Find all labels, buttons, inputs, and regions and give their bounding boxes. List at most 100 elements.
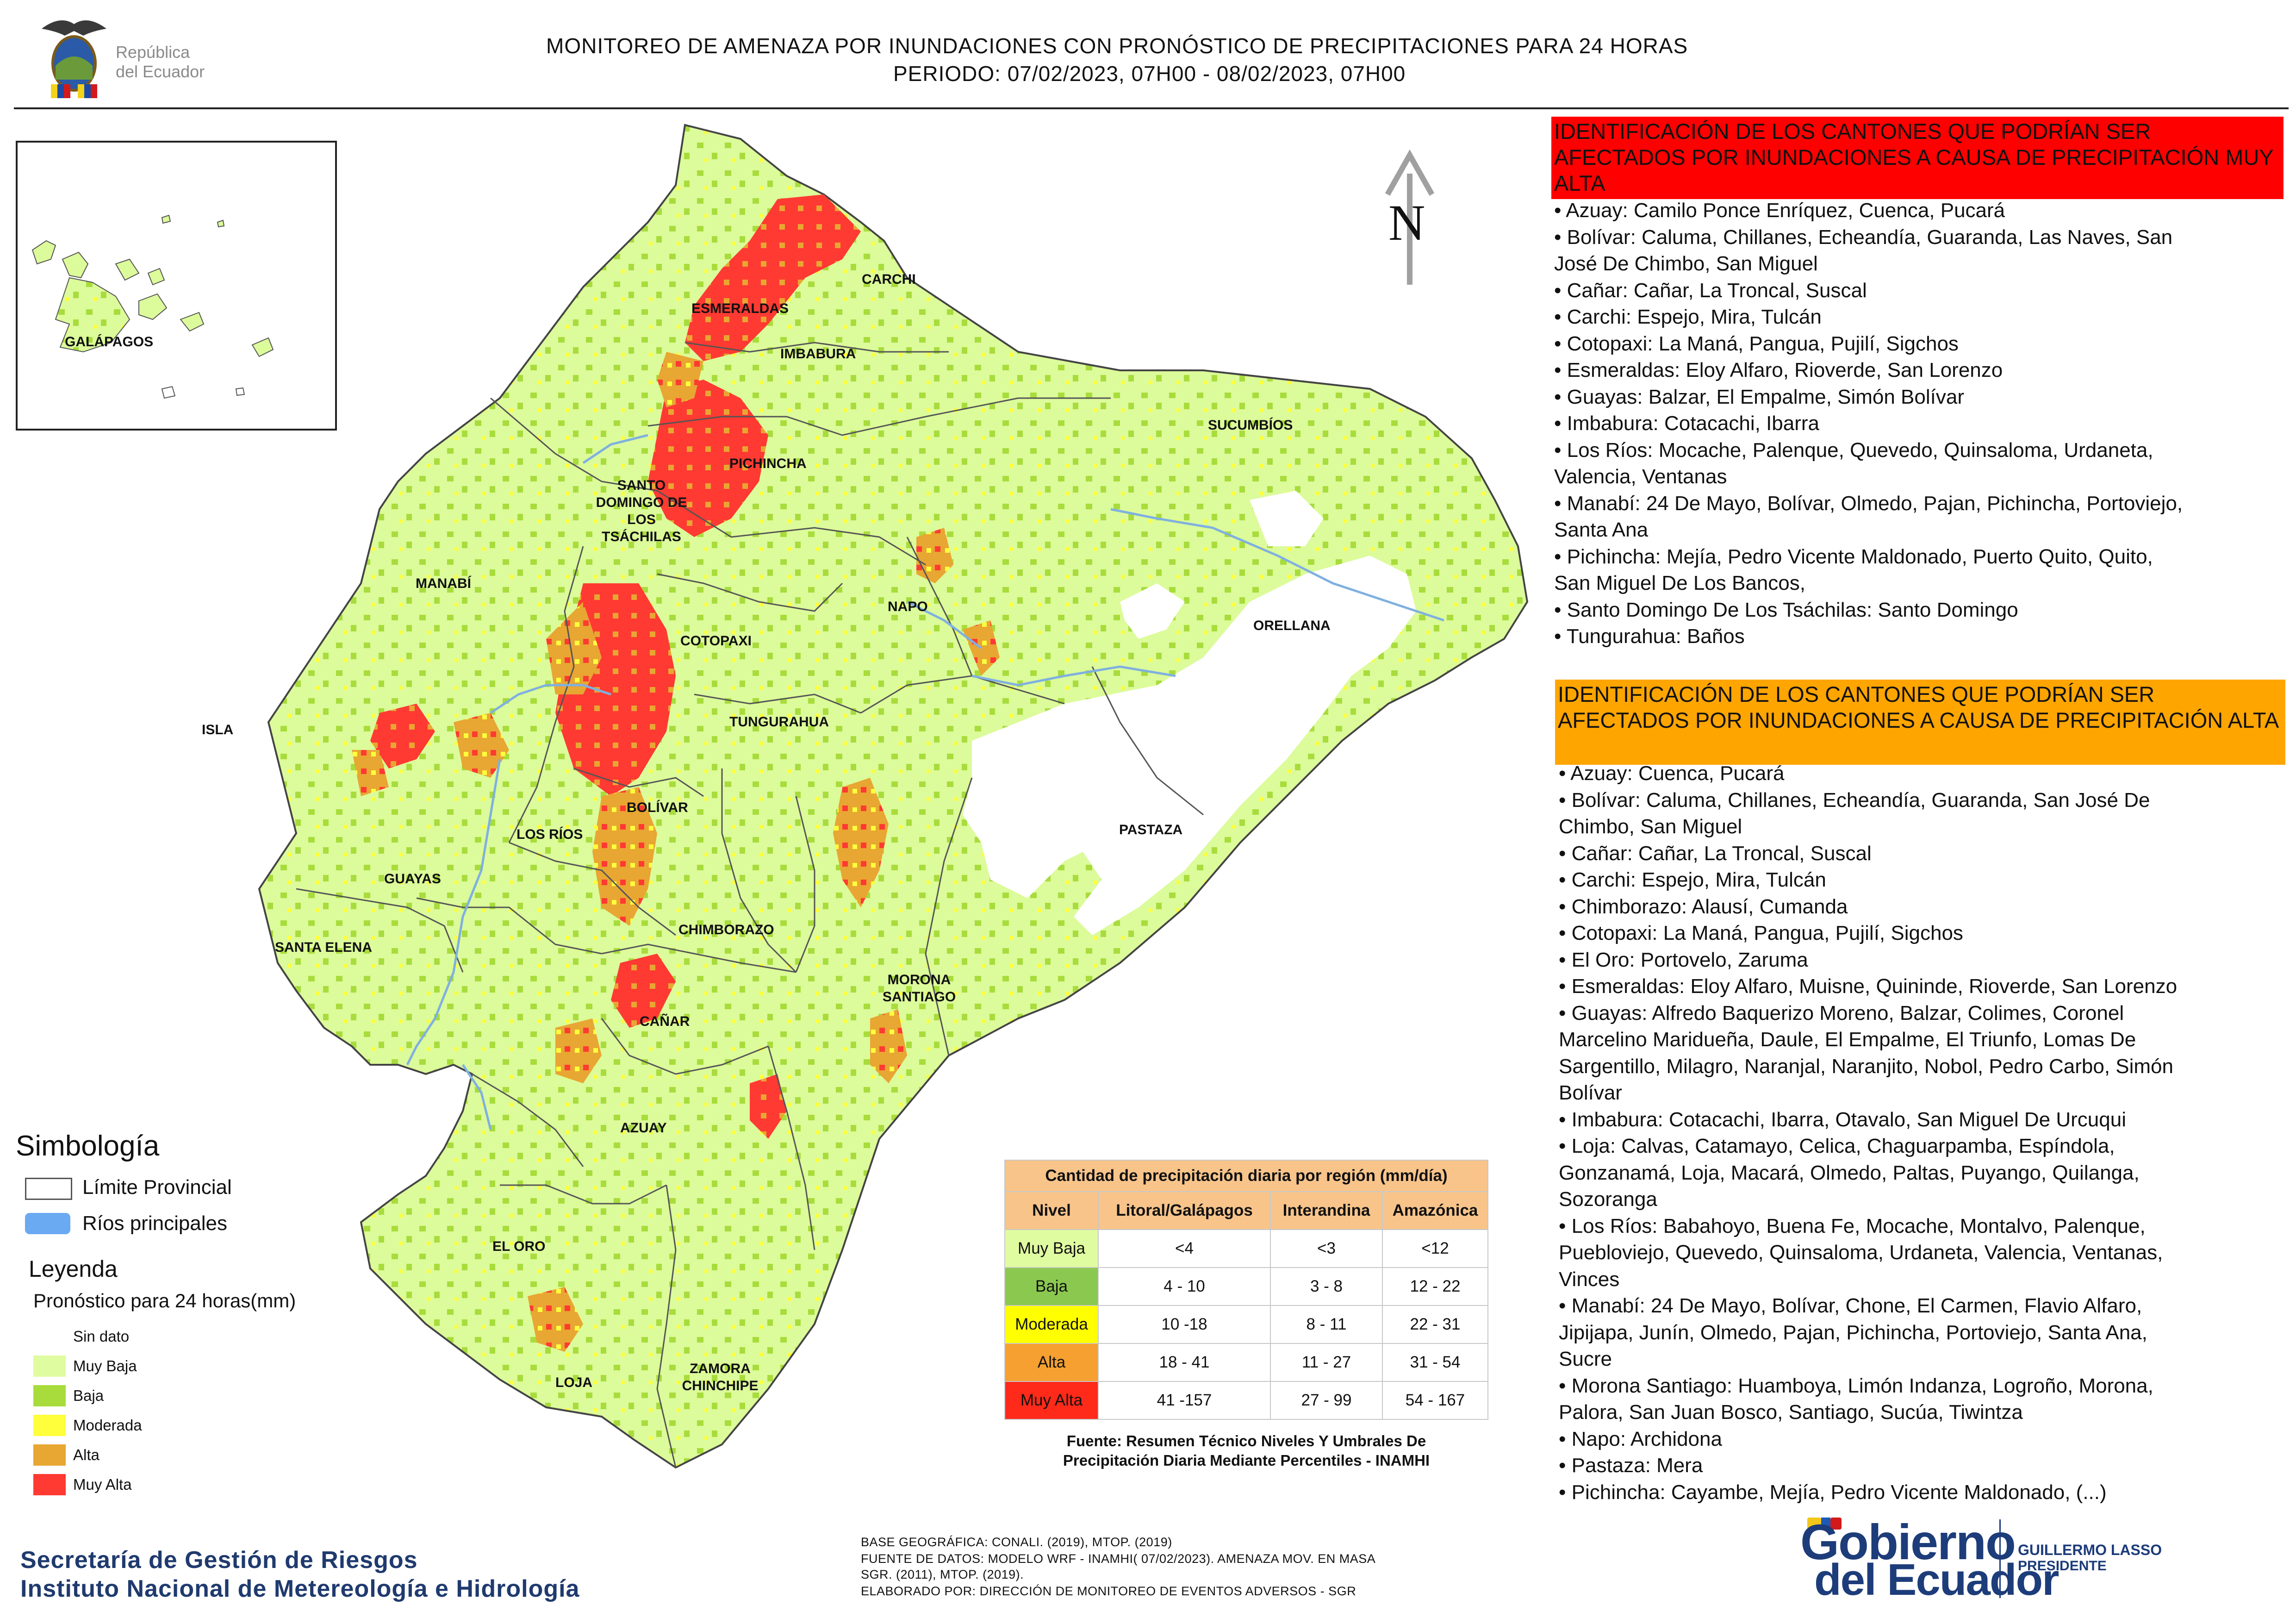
legend-swatch <box>33 1355 66 1377</box>
table-cell-litoral: 18 - 41 <box>1098 1343 1271 1382</box>
province-label-pastaza: PASTAZA <box>1119 822 1183 837</box>
canton-list-line: • Guayas: Balzar, El Empalme, Simón Bolí… <box>1554 385 1964 408</box>
table-row: Baja 4 - 10 3 - 8 12 - 22 <box>1004 1267 1488 1306</box>
table-cell-litoral: 41 -157 <box>1098 1381 1271 1420</box>
canton-list-line: • Pichincha: Mejía, Pedro Vicente Maldon… <box>1554 545 2153 568</box>
canton-list-line: Valencia, Ventanas <box>1554 465 1727 488</box>
table-cell-interandina: 8 - 11 <box>1270 1305 1383 1344</box>
canton-list-line: • Pichincha: Cayambe, Mejía, Pedro Vicen… <box>1559 1480 2107 1504</box>
canton-list-line: • Los Ríos: Babahoyo, Buena Fe, Mocache,… <box>1559 1214 2146 1237</box>
table-cell-level: Baja <box>1004 1267 1099 1306</box>
canton-list-line: • Morona Santiago: Huamboya, Limón Indan… <box>1559 1374 2153 1397</box>
province-label-canar: CAÑAR <box>640 1014 690 1029</box>
precipitation-table: Cantidad de precipitación diaria por reg… <box>1004 1160 1488 1420</box>
canton-list-line: • Azuay: Camilo Ponce Enríquez, Cuenca, … <box>1554 199 2005 222</box>
canton-list-line: Chimbo, San Miguel <box>1559 815 1742 838</box>
table-source: Fuente: Resumen Técnico Niveles Y Umbral… <box>1004 1431 1488 1470</box>
province-label-pichincha: PICHINCHA <box>729 456 807 471</box>
gobierno-flag-icon <box>1807 1518 1842 1530</box>
canton-list-line: Vinces <box>1559 1268 1620 1291</box>
mainland-provinces <box>258 124 1529 1469</box>
canton-list-line: • Imbabura: Cotacachi, Ibarra <box>1554 412 1820 435</box>
canton-list-line: • Manabí: 24 De Mayo, Bolívar, Olmedo, P… <box>1554 492 2183 515</box>
province-label-chimborazo: CHIMBORAZO <box>678 922 774 937</box>
north-arrow-icon <box>1385 149 1435 285</box>
canton-list-line: • Guayas: Alfredo Baquerizo Moreno, Balz… <box>1559 1001 2124 1024</box>
leyenda-title: Leyenda <box>29 1256 118 1282</box>
table-cell-level: Moderada <box>1004 1305 1099 1344</box>
muy-alta-cantons-list: • Azuay: Camilo Ponce Enríquez, Cuenca, … <box>1554 197 2183 650</box>
legend-class-label: Sin dato <box>73 1328 130 1345</box>
canton-list-line: • Tungurahua: Baños <box>1554 625 1745 648</box>
table-cell-interandina: 11 - 27 <box>1270 1343 1383 1382</box>
president-title: PRESIDENTE <box>2018 1558 2107 1574</box>
table-cell-amazonica: 31 - 54 <box>1382 1343 1488 1382</box>
table-title: Cantidad de precipitación diaria por reg… <box>1004 1160 1488 1192</box>
table-cell-litoral: 10 -18 <box>1098 1305 1271 1344</box>
alta-cantons-list: • Azuay: Cuenca, Pucará • Bolívar: Caluma… <box>1559 760 2177 1505</box>
map-period: PERIODO: 07/02/2023, 07H00 - 08/02/2023,… <box>893 62 1406 86</box>
canton-list-line: • Los Ríos: Mocache, Palenque, Quevedo, … <box>1554 438 2153 462</box>
province-label-guayas: GUAYAS <box>384 871 441 887</box>
org-sgr: Secretaría de Gestión de Riesgos <box>20 1547 418 1574</box>
forecast-legend-title: Pronóstico para 24 horas(mm) <box>33 1290 296 1312</box>
province-label-tungurahua: TUNGURAHUA <box>729 714 829 730</box>
ecuador-map <box>16 124 1529 1469</box>
map-title: MONITOREO DE AMENAZA POR INUNDACIONES CO… <box>546 34 1688 58</box>
canton-list-line: • Bolívar: Caluma, Chillanes, Echeandía,… <box>1554 225 2173 249</box>
legend-swatch <box>33 1444 66 1466</box>
canton-list-line: • Esmeraldas: Eloy Alfaro, Rioverde, San… <box>1554 359 2003 381</box>
legend-class-label: Muy Baja <box>73 1357 137 1374</box>
province-label-orellana: ORELLANA <box>1253 618 1331 633</box>
province-label-imbabura: IMBABURA <box>780 346 856 362</box>
canton-list-line: • Pastaza: Mera <box>1559 1454 1703 1477</box>
table-cell-level: Muy Alta <box>1004 1381 1099 1420</box>
table-cell-level: Alta <box>1004 1343 1099 1382</box>
credit-line4: ELABORADO POR: DIRECCIÓN DE MONITOREO DE… <box>861 1584 1356 1598</box>
logo-text-line1: República <box>116 43 190 62</box>
canton-list-line: • Napo: Archidona <box>1559 1427 1722 1450</box>
table-col-nivel: Nivel <box>1004 1191 1099 1230</box>
canton-list-line: • Esmeraldas: Eloy Alfaro, Muisne, Quini… <box>1559 975 2178 998</box>
province-label-morona-santiago: MORONA SANTIAGO <box>882 972 956 1005</box>
table-row: Alta 18 - 41 11 - 27 31 - 54 <box>1004 1343 1488 1382</box>
canton-list-line: Palora, San Juan Bosco, Santiago, Sucúa,… <box>1559 1401 2023 1424</box>
canton-list-line: • Azuay: Cuenca, Pucará <box>1559 762 1785 785</box>
legend-class-label: Moderada <box>73 1417 142 1434</box>
legend-swatch <box>33 1474 66 1495</box>
province-label-sucumbios: SUCUMBÍOS <box>1208 418 1293 433</box>
canton-list-line: Puebloviejo, Quevedo, Quinsaloma, Urdane… <box>1559 1241 2163 1264</box>
province-limit-label: Límite Provincial <box>82 1176 232 1199</box>
table-source-line1: Fuente: Resumen Técnico Niveles Y Umbral… <box>1066 1432 1426 1449</box>
credit-line3: SGR. (2011), MTOP. (2019). <box>861 1568 1024 1581</box>
province-label-cotopaxi: COTOPAXI <box>680 633 752 649</box>
table-cell-level: Muy Baja <box>1004 1229 1099 1268</box>
canton-list-line: • Santo Domingo De Los Tsáchilas: Santo … <box>1554 598 2018 621</box>
canton-list-line: Jipijapa, Junín, Olmedo, Pajan, Pichinch… <box>1559 1321 2147 1344</box>
rivers-label: Ríos principales <box>82 1212 228 1235</box>
table-cell-litoral: 4 - 10 <box>1098 1267 1271 1306</box>
province-label-napo: NAPO <box>888 599 928 614</box>
inset-label-galapagos: GALÁPAGOS <box>65 334 154 350</box>
province-label-el-oro: EL ORO <box>492 1239 546 1254</box>
province-label-manabi: MANABÍ <box>416 576 471 591</box>
province-label-los-rios: LOS RÍOS <box>516 827 583 842</box>
legend-swatch <box>33 1415 66 1436</box>
table-cell-amazonica: <12 <box>1382 1229 1488 1268</box>
table-cell-amazonica: 22 - 31 <box>1382 1305 1488 1344</box>
canton-list-line: • Loja: Calvas, Catamayo, Celica, Chagua… <box>1559 1135 2115 1157</box>
canton-list-line: • Cañar: Cañar, La Troncal, Suscal <box>1554 279 1867 302</box>
canton-list-line: Santa Ana <box>1554 518 1649 541</box>
legend-class-label: Alta <box>73 1446 100 1463</box>
table-row: Muy Baja <4 <3 <12 <box>1004 1229 1488 1268</box>
canton-list-line: • Cotopaxi: La Maná, Pangua, Pujilí, Sig… <box>1559 922 1963 944</box>
gobierno-logo-line1: Gobierno <box>1800 1514 2016 1570</box>
table-body: Muy Baja <4 <3 <12 Baja 4 - 10 3 - 8 12 - 22 Mod… <box>1004 1229 1488 1420</box>
table-cell-amazonica: 54 - 167 <box>1382 1381 1488 1420</box>
province-label-zamora: ZAMORA CHINCHIPE <box>682 1361 759 1393</box>
header-divider <box>14 107 2289 109</box>
gobierno-logo-line2: del Ecuador <box>1814 1555 2059 1605</box>
province-label-loja: LOJA <box>555 1375 593 1390</box>
alta-heading: IDENTIFICACIÓN DE LOS CANTONES QUE PODRÍ… <box>1555 680 2285 765</box>
table-source-line2: Precipitación Diaria Mediante Percentile… <box>1063 1452 1430 1469</box>
